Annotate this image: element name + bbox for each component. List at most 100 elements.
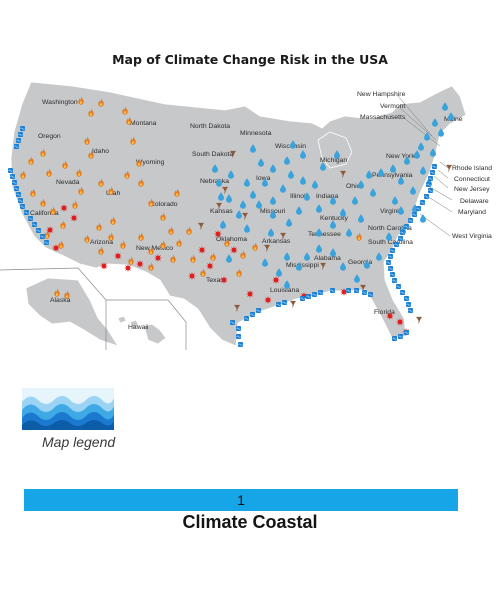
coastal-wave-icon [404,224,409,229]
label-kentucky: Kentucky [320,215,349,222]
label-south-dakota: South Dakota [192,151,233,158]
coastal-wave-icon [428,176,433,181]
coastal-wave-icon [424,194,429,199]
label-texas: Texas [206,277,224,284]
wave-legend-swatch [22,388,114,430]
label-connecticut: Connecticut [454,176,490,183]
coastal-wave-icon [368,292,373,297]
coastal-wave-icon [20,204,25,209]
coastal-wave-icon [256,308,261,313]
label-nebraska: Nebraska [200,178,229,185]
coastal-wave-icon [12,180,17,185]
coastal-wave-icon [306,294,311,299]
label-washington: Washington [42,99,78,106]
coastal-wave-icon [14,144,19,149]
label-virginia: Virginia [380,208,403,215]
coastal-wave-icon [24,210,29,215]
label-california: California [30,210,59,217]
label-west-virginia: West Virginia [452,233,492,240]
coastal-wave-icon [318,290,323,295]
coastal-wave-icon [396,284,401,289]
label-new-hampshire: New Hampshire [357,91,406,98]
coastal-wave-icon [32,222,37,227]
tornado-icon [290,300,296,309]
usa-risk-map: Washington Montana North Dakota Minnesot… [0,81,492,350]
great-lakes-mitten [317,131,353,169]
coastal-wave-icon [40,234,45,239]
coastal-wave-icon [404,330,409,335]
coastal-wave-icon [406,302,411,307]
coastal-wave-icon [18,132,23,137]
coastal-wave-icon [28,216,33,221]
coastal-wave-icon [238,342,243,347]
heat-burst-icon [396,318,404,326]
heat-burst-icon [386,312,394,320]
label-tennessee: Tennessee [308,231,341,238]
coastal-wave-icon [412,212,417,217]
label-minnesota: Minnesota [240,130,272,137]
heat-burst-icon [272,276,280,284]
coastal-wave-icon [392,278,397,283]
coastal-wave-icon [18,198,23,203]
tornado-icon [416,316,422,325]
coastal-wave-icon [354,288,359,293]
coastal-wave-icon [398,236,403,241]
hawaii-shape [117,315,167,345]
label-ohio: Ohio [346,183,361,190]
coastal-wave-icon [400,230,405,235]
label-michigan: Michigan [320,157,347,164]
coastal-wave-icon [250,312,255,317]
legend-label: Map legend [42,434,116,450]
coastal-wave-icon [400,290,405,295]
label-nevada: Nevada [56,179,80,186]
label-mississippi: Mississippi [286,262,319,269]
label-new-york: New York [386,153,415,160]
coastal-wave-icon [386,260,391,265]
label-delaware: Delaware [460,198,489,205]
coastal-wave-icon [14,186,19,191]
coastal-wave-icon [388,266,393,271]
legend-number-bar: 1 [24,489,458,511]
coastal-wave-icon [392,336,397,341]
label-arizona: Arizona [90,239,113,246]
coastal-wave-icon [16,192,21,197]
coastal-wave-icon [388,254,393,259]
coastal-wave-icon [390,248,395,253]
coastal-wave-icon [428,188,433,193]
label-illinois: Illinois [290,193,309,200]
label-south-carolina: South Carolina [368,239,413,246]
coastal-wave-icon [404,296,409,301]
label-pennsylvania: Pennsylvania [372,172,413,179]
coastal-wave-icon [16,138,21,143]
label-north-carolina: North Carolina [368,225,412,232]
label-colorado: Colorado [150,201,178,208]
coastal-wave-icon [44,240,49,245]
label-oklahoma: Oklahoma [216,236,247,243]
coastal-wave-icon [8,168,13,173]
coastal-wave-icon [398,334,403,339]
coastal-wave-icon [420,200,425,205]
label-rhode-island: Rhode Island [452,165,492,172]
inset-dividers [0,267,187,350]
label-massachusetts: Massachusetts [360,114,406,121]
coastal-wave-icon [312,292,317,297]
coastal-wave-icon [430,170,435,175]
label-oregon: Oregon [38,133,61,140]
coastal-wave-icon [230,320,235,325]
coastal-wave-icon [300,296,305,301]
coastal-wave-icon [10,174,15,179]
coastal-wave-icon [394,242,399,247]
label-wyoming: Wyoming [136,159,164,166]
coastal-wave-icon [20,126,25,131]
label-alabama: Alabama [314,255,341,262]
coastal-wave-icon [236,334,241,339]
coastal-wave-icon [432,164,437,169]
coastal-wave-icon [244,316,249,321]
coastal-wave-icon [346,288,351,293]
label-idaho: Idaho [92,148,109,155]
alaska-shape [25,277,119,347]
coastal-wave-icon [426,182,431,187]
label-alaska: Alaska [50,297,71,304]
label-north-dakota: North Dakota [190,123,230,130]
coastal-wave-icon [390,272,395,277]
